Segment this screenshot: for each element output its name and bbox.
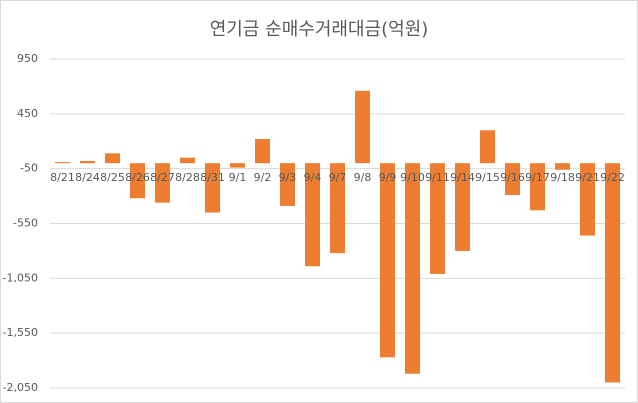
chart-title: 연기금 순매수거래대금(억원)	[210, 19, 429, 40]
bar	[80, 160, 95, 164]
bar	[580, 163, 595, 236]
bar	[405, 163, 420, 374]
x-tick-label: 8/26	[125, 171, 150, 184]
bar	[105, 153, 120, 164]
bar	[280, 163, 295, 206]
y-tick-label: -50	[20, 162, 38, 175]
bar	[205, 163, 220, 213]
x-tick-label: 9/2	[254, 171, 272, 184]
x-tick-label: 9/16	[500, 171, 525, 184]
bar	[530, 163, 545, 211]
bar	[130, 163, 145, 199]
x-tick-label: 9/15	[475, 171, 500, 184]
x-tick-label: 8/31	[200, 171, 225, 184]
bar	[480, 130, 495, 164]
bar	[230, 163, 245, 168]
bar	[155, 163, 170, 203]
bar	[380, 163, 395, 358]
x-tick-label: 9/7	[329, 171, 347, 184]
bar	[555, 163, 570, 170]
bar	[180, 157, 195, 164]
x-tick-label: 9/4	[304, 171, 322, 184]
x-tick-label: 9/18	[550, 171, 575, 184]
bar	[455, 163, 470, 251]
x-tick-label: 9/3	[279, 171, 297, 184]
x-tick-label: 8/24	[75, 171, 100, 184]
x-tick-label: 9/11	[425, 171, 450, 184]
x-tick-label: 9/9	[379, 171, 397, 184]
bar	[505, 163, 520, 195]
bar	[430, 163, 445, 274]
y-tick-label: 450	[17, 107, 38, 120]
x-tick-label: 9/10	[400, 171, 425, 184]
x-tick-label: 9/21	[575, 171, 600, 184]
bar	[55, 162, 70, 164]
bar	[305, 163, 320, 267]
x-tick-label: 9/22	[600, 171, 625, 184]
y-tick-label: -550	[13, 217, 38, 230]
y-tick-label: -1,050	[3, 271, 38, 284]
bar	[605, 163, 620, 383]
x-tick-label: 8/28	[175, 171, 200, 184]
y-tick-label: -2,050	[3, 381, 38, 394]
y-tick-label: 950	[17, 52, 38, 65]
bar	[330, 163, 345, 254]
x-tick-label: 8/27	[150, 171, 175, 184]
x-tick-label: 8/21	[50, 171, 75, 184]
y-tick-label: -1,550	[3, 326, 38, 339]
bar	[355, 90, 370, 164]
x-tick-label: 8/25	[100, 171, 125, 184]
bar	[255, 139, 270, 164]
x-tick-label: 9/8	[354, 171, 372, 184]
x-tick-label: 9/17	[525, 171, 550, 184]
x-tick-label: 9/14	[450, 171, 475, 184]
x-tick-label: 9/1	[229, 171, 247, 184]
